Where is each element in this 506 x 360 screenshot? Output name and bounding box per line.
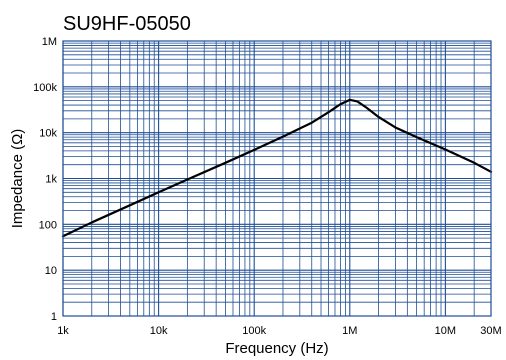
y-tick-label: 1 bbox=[51, 311, 57, 323]
y-tick-label: 100k bbox=[33, 82, 57, 94]
y-tick-label: 1k bbox=[45, 174, 57, 186]
x-tick-labels: 1k 10k 100k 1M 10M 30M bbox=[57, 325, 502, 337]
x-axis-label: Frequency (Hz) bbox=[225, 340, 328, 357]
y-tick-label: 10 bbox=[45, 265, 57, 277]
x-tick-label: 1k bbox=[57, 325, 69, 337]
chart-title: SU9HF-05050 bbox=[63, 13, 191, 35]
y-axis-label: Impedance (Ω) bbox=[9, 129, 26, 229]
plot-border bbox=[62, 40, 492, 317]
x-tick-label: 1M bbox=[342, 325, 357, 337]
x-tick-label: 100k bbox=[242, 325, 266, 337]
y-tick-label: 1M bbox=[42, 36, 57, 48]
y-tick-labels: 1 10 100 1k 10k 100k 1M bbox=[33, 36, 57, 323]
y-tick-label: 10k bbox=[39, 128, 57, 140]
y-tick-label: 100 bbox=[39, 219, 57, 231]
x-tick-label: 10k bbox=[150, 325, 168, 337]
grid-lines bbox=[62, 40, 492, 317]
x-tick-label: 10M bbox=[435, 325, 456, 337]
x-tick-label: 30M bbox=[480, 325, 501, 337]
impedance-curve bbox=[61, 98, 493, 238]
series-layer bbox=[61, 98, 493, 238]
